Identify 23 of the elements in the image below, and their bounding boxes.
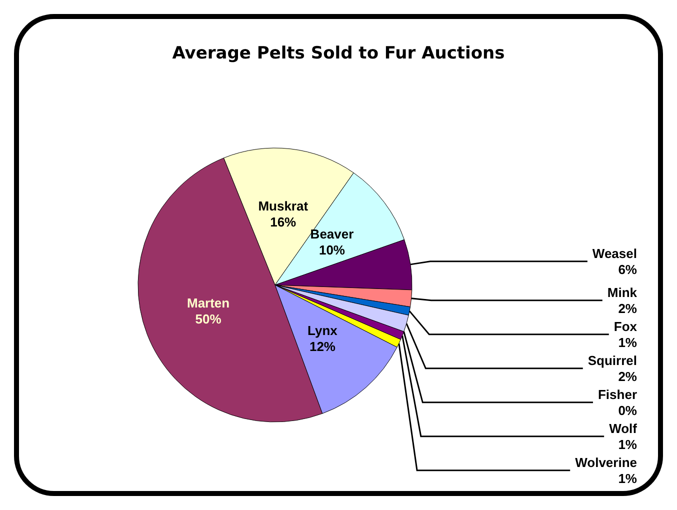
category-label: Fisher (598, 386, 637, 402)
text: 0% (618, 402, 637, 418)
chart-title: Average Pelts Sold to Fur Auctions (172, 44, 505, 64)
slice-label: Wolf (609, 420, 638, 436)
slice-label: Squirrel (588, 352, 637, 368)
slice-label: Lynx (308, 322, 338, 338)
data-label: 1% (618, 436, 638, 452)
data-label: 12% (309, 338, 336, 354)
data-label: 10% (318, 242, 346, 258)
slice-label: Wolverine (575, 454, 637, 470)
slice-label: Fox (614, 318, 638, 334)
data-label: 1% (618, 334, 638, 350)
data-label: 6% (618, 262, 638, 277)
slice-label: Marten (186, 295, 230, 310)
slice-label: Weasel (592, 246, 637, 261)
data-label: 50% (195, 311, 222, 326)
slice-label: Beaver (310, 226, 354, 242)
data-label: 2% (618, 368, 638, 384)
data-label: 16% (270, 214, 297, 230)
data-label: 1% (618, 470, 638, 486)
slice-label: Mink (607, 284, 638, 300)
data-label: 2% (618, 300, 638, 316)
slice-label: Muskrat (258, 198, 309, 214)
